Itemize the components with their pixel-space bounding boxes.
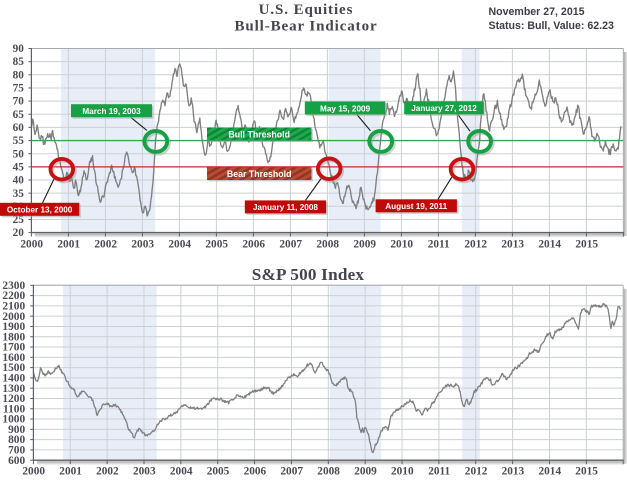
svg-text:1400: 1400 — [2, 373, 25, 385]
svg-text:35: 35 — [13, 188, 25, 200]
svg-text:700: 700 — [8, 445, 25, 457]
svg-text:2002: 2002 — [96, 465, 119, 477]
svg-text:75: 75 — [13, 83, 25, 95]
svg-text:900: 900 — [8, 424, 25, 436]
svg-text:2014: 2014 — [539, 465, 562, 477]
svg-text:80: 80 — [13, 69, 25, 81]
svg-text:85: 85 — [13, 56, 25, 68]
svg-text:1200: 1200 — [2, 393, 25, 405]
svg-text:2011: 2011 — [428, 239, 450, 251]
svg-text:Bull Threshold: Bull Threshold — [228, 130, 290, 140]
svg-text:1600: 1600 — [2, 352, 25, 364]
svg-text:2008: 2008 — [316, 239, 339, 251]
svg-text:2100: 2100 — [2, 301, 25, 313]
svg-text:November 27, 2015: November 27, 2015 — [489, 6, 585, 18]
svg-text:2200: 2200 — [2, 290, 25, 302]
svg-text:90: 90 — [13, 43, 25, 55]
svg-text:40: 40 — [13, 175, 25, 187]
svg-text:2000: 2000 — [2, 311, 25, 323]
svg-text:2001: 2001 — [59, 465, 82, 477]
svg-text:55: 55 — [13, 135, 25, 147]
svg-text:65: 65 — [13, 109, 25, 121]
svg-text:2008: 2008 — [317, 465, 340, 477]
svg-text:45: 45 — [13, 161, 25, 173]
svg-text:2009: 2009 — [353, 239, 376, 251]
svg-text:2000: 2000 — [20, 239, 43, 251]
svg-text:2005: 2005 — [207, 465, 230, 477]
svg-text:2013: 2013 — [501, 239, 524, 251]
svg-text:1500: 1500 — [2, 362, 25, 374]
svg-text:2003: 2003 — [133, 465, 156, 477]
svg-text:1000: 1000 — [2, 414, 25, 426]
svg-text:2003: 2003 — [131, 239, 154, 251]
svg-text:January 27, 2012: January 27, 2012 — [411, 104, 477, 113]
svg-text:2001: 2001 — [57, 239, 80, 251]
svg-text:2012: 2012 — [464, 239, 487, 251]
svg-text:2012: 2012 — [465, 465, 488, 477]
svg-text:2004: 2004 — [168, 239, 191, 251]
svg-text:March 19, 2003: March 19, 2003 — [82, 107, 141, 116]
svg-text:2014: 2014 — [538, 239, 561, 251]
svg-text:2015: 2015 — [575, 239, 598, 251]
svg-text:2002: 2002 — [94, 239, 117, 251]
svg-text:2011: 2011 — [428, 465, 450, 477]
svg-text:1300: 1300 — [2, 383, 25, 395]
svg-text:2004: 2004 — [170, 465, 193, 477]
svg-text:2015: 2015 — [575, 465, 598, 477]
svg-text:20: 20 — [13, 227, 25, 239]
svg-text:Bear Threshold: Bear Threshold — [227, 169, 292, 179]
svg-text:1700: 1700 — [2, 342, 25, 354]
svg-text:October 13, 2000: October 13, 2000 — [7, 206, 73, 215]
svg-text:January 11, 2008: January 11, 2008 — [253, 203, 319, 212]
svg-text:2007: 2007 — [279, 239, 302, 251]
svg-text:Status: Bull, Value: 62.23: Status: Bull, Value: 62.23 — [489, 20, 615, 32]
svg-text:May 15, 2009: May 15, 2009 — [320, 104, 371, 113]
svg-text:2013: 2013 — [502, 465, 525, 477]
svg-text:S&P 500 Index: S&P 500 Index — [252, 265, 365, 284]
svg-text:2006: 2006 — [244, 465, 267, 477]
svg-text:U.S. Equities: U.S. Equities — [259, 2, 354, 18]
svg-text:2005: 2005 — [205, 239, 228, 251]
svg-text:2300: 2300 — [2, 280, 25, 292]
svg-text:2010: 2010 — [391, 465, 414, 477]
svg-text:60: 60 — [13, 122, 25, 134]
svg-text:50: 50 — [13, 148, 25, 160]
svg-text:600: 600 — [8, 455, 25, 467]
svg-text:2000: 2000 — [22, 465, 45, 477]
svg-text:August 19, 2011: August 19, 2011 — [385, 202, 447, 211]
svg-text:70: 70 — [13, 96, 25, 108]
svg-text:800: 800 — [8, 434, 25, 446]
svg-text:1100: 1100 — [3, 403, 25, 415]
svg-text:2007: 2007 — [280, 465, 303, 477]
svg-text:2010: 2010 — [390, 239, 413, 251]
svg-text:Bull-Bear Indicator: Bull-Bear Indicator — [234, 18, 377, 34]
svg-text:25: 25 — [13, 214, 25, 226]
svg-text:2009: 2009 — [354, 465, 377, 477]
svg-text:1900: 1900 — [2, 321, 25, 333]
svg-text:2006: 2006 — [242, 239, 265, 251]
svg-text:1800: 1800 — [2, 331, 25, 343]
